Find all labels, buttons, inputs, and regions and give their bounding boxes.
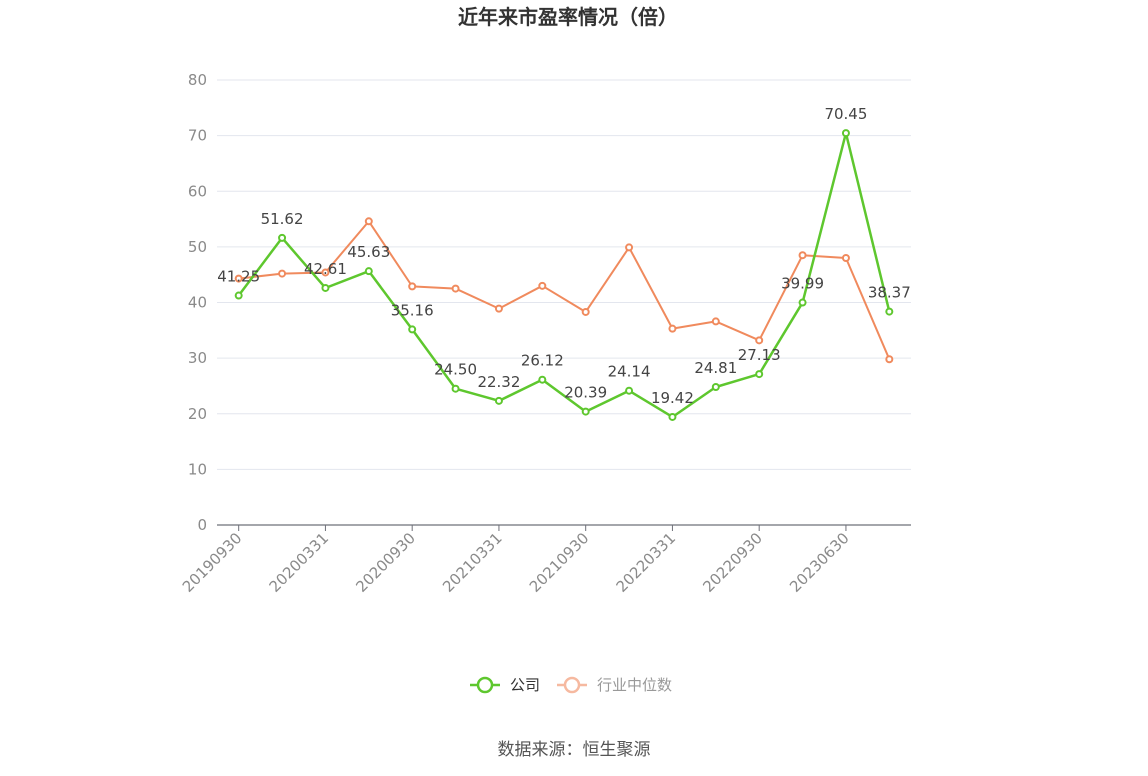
data-point <box>494 396 503 405</box>
data-label: 42.61 <box>304 260 347 278</box>
axes: 0 10 20 30 40 50 60 70 80 20190930 20200331 2020093… <box>179 71 911 596</box>
x-tick-label: 20190930 <box>179 529 246 596</box>
legend-item[interactable]: 行业中位数 <box>557 676 672 694</box>
x-tick-label: 20230630 <box>786 529 853 596</box>
y-tick-label: 20 <box>188 405 207 423</box>
x-tick-label: 20210930 <box>526 529 593 596</box>
grid-lines <box>217 79 911 470</box>
y-tick-label: 60 <box>188 182 207 200</box>
data-point <box>494 304 503 313</box>
y-tick-label: 40 <box>188 294 207 312</box>
data-point <box>885 355 894 364</box>
data-label: 24.14 <box>608 363 651 381</box>
data-point <box>408 325 417 334</box>
data-label: 24.81 <box>694 359 737 377</box>
data-point <box>798 298 807 307</box>
series-lines <box>234 129 894 421</box>
data-point <box>625 243 634 252</box>
data-point <box>625 386 634 395</box>
data-label: 27.13 <box>738 346 781 364</box>
data-point <box>711 317 720 326</box>
y-tick-label: 80 <box>188 71 207 89</box>
y-tick-label: 50 <box>188 238 207 256</box>
y-tick-label: 10 <box>188 460 207 478</box>
data-point <box>885 307 894 316</box>
y-tick-label: 30 <box>188 349 207 367</box>
data-point <box>321 268 330 277</box>
data-point <box>234 274 243 283</box>
data-point <box>711 382 720 391</box>
data-label: 39.99 <box>781 275 824 293</box>
x-tick-label: 20200930 <box>352 529 419 596</box>
data-label: 24.50 <box>434 361 477 379</box>
data-point <box>668 324 677 333</box>
x-tick-label: 20220930 <box>699 529 766 596</box>
data-point <box>538 375 547 384</box>
data-point <box>364 267 373 276</box>
data-label: 45.63 <box>347 243 390 261</box>
data-point <box>755 336 764 345</box>
chart-title: 近年来市盈率情况（倍） <box>458 5 678 29</box>
data-point <box>755 370 764 379</box>
data-point <box>408 282 417 291</box>
legend-label: 行业中位数 <box>597 676 672 694</box>
data-label: 19.42 <box>651 389 694 407</box>
data-label: 22.32 <box>477 373 520 391</box>
data-point <box>668 412 677 421</box>
legend-circle-icon <box>476 676 494 694</box>
data-point <box>278 269 287 278</box>
legend[interactable]: 公司 行业中位数 <box>470 676 672 694</box>
data-source: 数据来源：恒生聚源 <box>498 740 651 760</box>
legend-label: 公司 <box>510 676 540 694</box>
data-label: 70.45 <box>824 105 867 123</box>
data-point <box>841 129 850 138</box>
data-point <box>581 307 590 316</box>
data-point <box>581 407 590 416</box>
data-point <box>798 251 807 260</box>
data-label: 35.16 <box>391 301 434 319</box>
data-point <box>321 283 330 292</box>
series-line <box>238 220 891 360</box>
data-point <box>451 284 460 293</box>
x-tick-label: 20220331 <box>613 529 680 596</box>
data-point <box>364 217 373 226</box>
y-tick-label: 0 <box>197 516 207 534</box>
series-line <box>237 131 891 419</box>
x-tick-label: 20210331 <box>439 529 506 596</box>
data-point <box>451 384 460 393</box>
data-label: 20.39 <box>564 384 607 402</box>
data-point <box>234 291 243 300</box>
x-tick-label: 20200331 <box>266 529 333 596</box>
y-tick-label: 70 <box>188 127 207 145</box>
legend-circle-icon <box>563 676 581 694</box>
data-label: 41.25 <box>217 268 260 286</box>
data-point <box>278 233 287 242</box>
legend-item[interactable]: 公司 <box>470 676 540 694</box>
data-label: 38.37 <box>868 284 911 302</box>
data-label: 51.62 <box>261 210 304 228</box>
data-label: 26.12 <box>521 352 564 370</box>
data-point <box>538 281 547 290</box>
data-point <box>841 254 850 262</box>
